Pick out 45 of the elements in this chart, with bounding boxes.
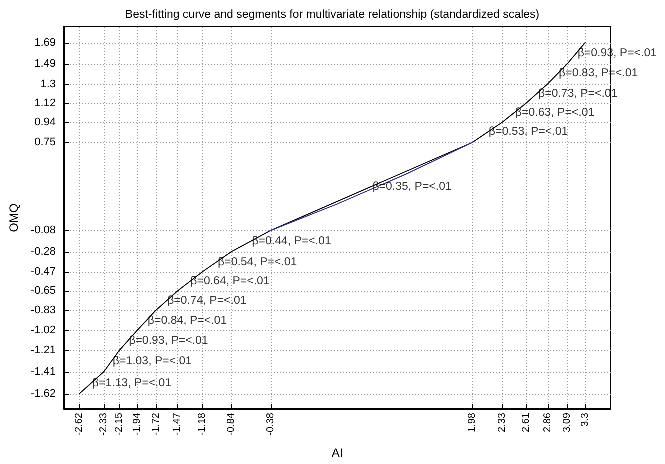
annotation: β=0.93, P=<.01 [129,335,208,348]
y-tick-label: -1.41 [30,366,56,378]
x-tick-label: 2.61 [520,412,532,432]
annotation: β=0.63, P=<.01 [515,106,595,119]
x-tick-label: -0.84 [226,412,238,436]
x-tick-label: -1.72 [150,412,162,436]
y-tick-label: -0.28 [30,246,56,258]
y-tick-label: -1.21 [30,344,56,357]
x-tick-label: 3.09 [562,412,573,432]
y-tick-label: -0.08 [30,224,56,237]
x-tick-label: -1.18 [196,412,208,436]
annotation: β=0.53, P=<.01 [488,126,568,138]
x-tick-label: -2.15 [114,412,126,436]
y-tick-label: -1.02 [30,324,56,336]
x-tick-label: 1.98 [467,412,478,432]
x-tick-label: -0.38 [265,412,276,436]
y-tick-label: -0.47 [30,266,56,278]
y-tick-label: -0.83 [30,304,56,316]
annotation: β=0.54, P=<.01 [218,256,298,269]
x-tick-label: -1.47 [172,412,184,436]
y-tick-label: 1.69 [34,36,56,49]
x-tick-label: 2.33 [496,412,508,432]
annotation: β=0.44, P=<.01 [252,235,332,248]
y-tick-label: -1.62 [30,388,56,400]
annotation: β=0.64, P=<.01 [190,276,270,288]
annotation: β=0.35, P=<.01 [372,181,452,194]
annotation: β=0.84, P=<.01 [148,314,228,327]
y-tick-label: -0.65 [30,285,56,298]
annotation: β=1.13, P=<.01 [92,378,172,390]
y-tick-label: 0.94 [34,116,56,128]
x-tick-label: -2.62 [74,412,85,436]
y-tick-label: 1.3 [40,78,56,90]
y-axis-title: OMQ [7,204,21,232]
x-tick-label: 2.86 [542,412,554,432]
annotation: β=0.74, P=<.01 [168,294,247,307]
y-tick-label: 1.49 [34,58,56,70]
annotation: β=1.03, P=<.01 [112,355,192,368]
x-tick-label: 3.3 [580,412,591,427]
y-tick-label: 0.75 [34,136,56,149]
line-series [270,142,474,232]
x-axis-title: AI [332,446,344,460]
chart-title: Best-fitting curve and segments for multivariate relationship (standardized scales) [125,9,540,21]
x-tick-label: -2.33 [98,412,110,436]
y-tick-label: 1.12 [34,97,56,110]
x-tick-label: -1.94 [132,412,144,436]
